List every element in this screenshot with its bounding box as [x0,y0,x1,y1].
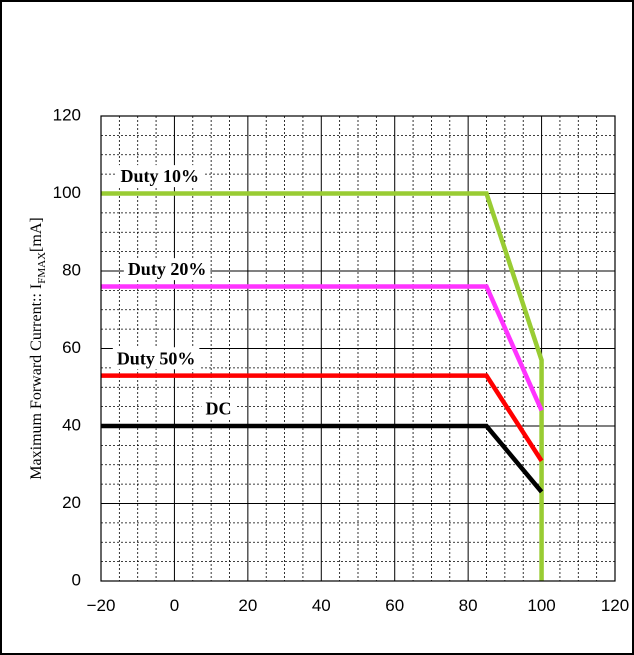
y-tick-label: 20 [62,493,81,512]
x-tick-label: 120 [601,596,629,615]
x-tick-label: 60 [385,596,404,615]
y-axis-label-suffix: [mA] [28,217,45,252]
y-axis-label-subscript: FMAX [36,252,48,284]
series-label-bg [112,347,200,370]
series-label-bg [201,397,236,420]
series-line-0 [101,191,544,581]
series-line-2 [101,373,544,463]
plot-border [100,115,616,582]
series-label-text: Duty 50% [117,348,196,368]
x-axis-ticks: −20 0 20 40 60 80 100 120 [87,596,630,615]
y-axis-ticks: 0 20 40 60 80 100 120 [53,105,81,589]
x-tick-label: 0 [170,596,179,615]
series-lines [101,191,544,581]
series-label-2: Duty 50% [112,347,200,370]
series-label-bg [123,258,211,281]
x-tick-label: 40 [312,596,331,615]
y-axis-label: Maximum Forward Current:: IFMAX[mA] [28,217,48,479]
y-tick-label: 120 [53,105,81,124]
series-label-text: Duty 10% [120,166,199,186]
y-tick-label: 40 [62,415,81,434]
y-axis-label-prefix: Maximum Forward Current:: I [28,284,45,480]
x-tick-label: 100 [527,596,555,615]
series-label-0: Duty 10% [116,165,204,188]
series-label-text: Duty 20% [128,259,207,279]
series-label-3: DC [201,397,236,420]
series-line-1 [101,284,544,412]
x-tick-label: −20 [87,596,116,615]
y-tick-label: 100 [53,183,81,202]
series-labels: Duty 10% Duty 20% Duty 50% DC [112,165,236,420]
series-label-bg [116,165,204,188]
series-line-3 [101,423,544,494]
series-label-text: DC [205,399,231,419]
y-tick-label: 60 [62,338,81,357]
series-label-1: Duty 20% [123,258,211,281]
x-tick-label: 80 [459,596,478,615]
y-tick-label: 80 [62,260,81,279]
x-tick-label: 20 [238,596,257,615]
y-tick-label: 0 [72,570,81,589]
